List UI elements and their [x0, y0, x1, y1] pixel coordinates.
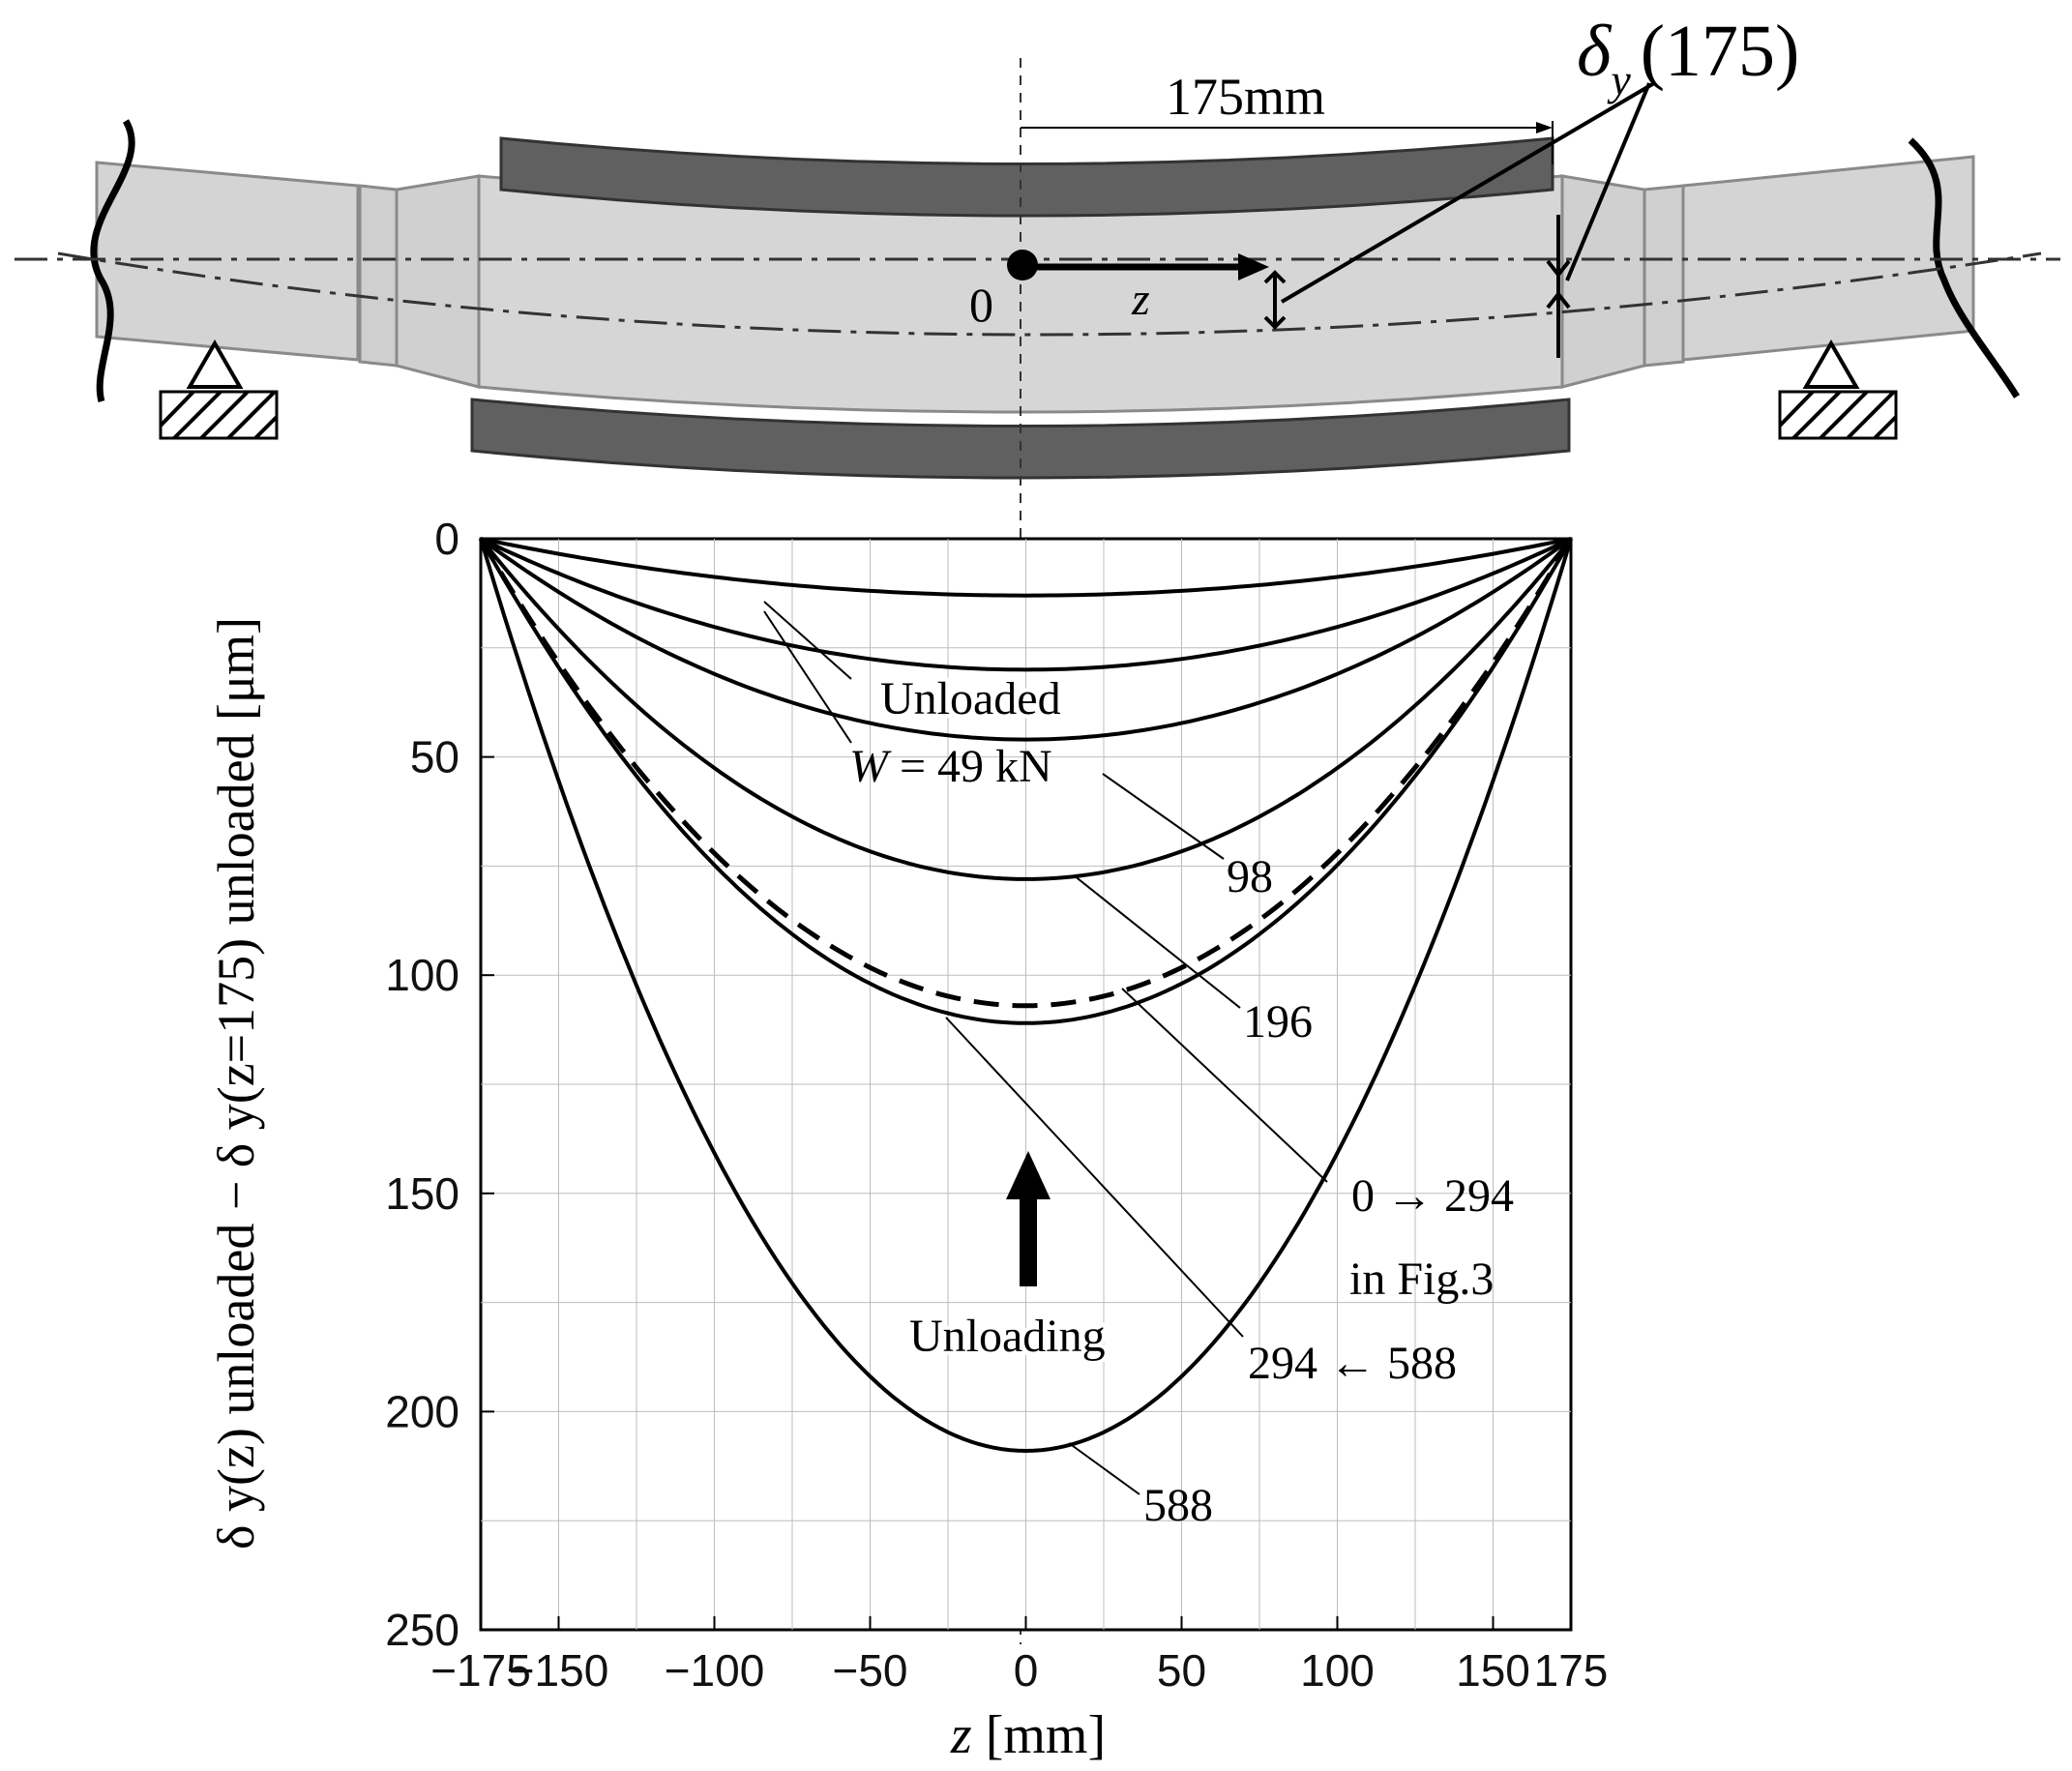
- series-line-7: [479, 538, 1573, 1454]
- x-tick-label: 50: [1157, 1645, 1206, 1696]
- x-axis-var: z: [950, 1705, 972, 1765]
- series-line-2: [480, 537, 1572, 672]
- x-tick-label: 175: [1534, 1645, 1609, 1696]
- y-tick-label: 200: [385, 1386, 459, 1436]
- w49-suffix: = 49 kN: [900, 741, 1052, 792]
- ticks: −175−150 −100 −50 0 50 100 150 1750501001502002…: [385, 514, 1608, 1696]
- y-tick-label: 250: [385, 1605, 459, 1655]
- annotation-unloaded: Unloaded: [880, 673, 1061, 724]
- y-tick-label: 100: [385, 950, 459, 1000]
- dim-arrowhead: [1536, 122, 1553, 133]
- leader-294588: [945, 1017, 1244, 1338]
- delta-leader-1: [1280, 81, 1656, 304]
- annotation-98: 98: [1227, 851, 1273, 902]
- curves: [478, 537, 1574, 1454]
- annotation-in-fig3: in Fig.3: [1349, 1254, 1494, 1305]
- leader-588: [1068, 1442, 1140, 1495]
- delta-leader-2: [1565, 82, 1651, 281]
- left-support: [159, 339, 279, 440]
- dim-label: 175mm: [1166, 68, 1325, 126]
- w49-prefix: W: [849, 741, 892, 792]
- origin-point: [1007, 250, 1038, 280]
- origin-label: 0: [969, 278, 993, 332]
- left-break-line: [90, 119, 135, 402]
- annotation-w49: W = 49 kN: [849, 741, 1052, 792]
- x-tick-label: 150: [1456, 1645, 1530, 1696]
- annotation-294-588: 294 ← 588: [1248, 1338, 1457, 1389]
- series-line-3: [479, 537, 1573, 742]
- leader-196: [1073, 874, 1241, 1009]
- grid: [481, 539, 1571, 1630]
- deflected-centerline: [57, 251, 2042, 337]
- leader-w49: [763, 610, 852, 744]
- left-taper: [395, 174, 481, 389]
- leader-98: [1102, 773, 1225, 860]
- x-tick-label: −100: [665, 1645, 765, 1696]
- x-tick-label: −175: [430, 1645, 531, 1696]
- left-shaft: [95, 161, 360, 362]
- shaft-schematic: 175mm 0 z δy (175): [15, 11, 2060, 1644]
- z-arrowhead: [1238, 253, 1269, 280]
- y-tick-label: 50: [410, 732, 459, 782]
- series-line-4: [479, 537, 1573, 881]
- right-collar: [1643, 184, 1685, 368]
- y-axis-label-text: δ y(z) unloaded − δ y(z=175) unloaded [μ…: [207, 617, 265, 1550]
- end-deflection-marker: [1546, 215, 1571, 358]
- x-tick-label: −50: [832, 1645, 907, 1696]
- x-tick-label: 0: [1014, 1645, 1039, 1696]
- series-line-6: [479, 538, 1573, 1025]
- lower-roller: [470, 398, 1571, 480]
- x-axis-label: z [mm]: [950, 1705, 1106, 1765]
- unloading-arrowhead: [1006, 1151, 1051, 1199]
- y-tick-label: 0: [434, 514, 459, 564]
- series-line-5: [478, 537, 1574, 1009]
- local-deflection-marker: [1263, 270, 1287, 330]
- x-tick-label: 100: [1300, 1645, 1375, 1696]
- delta-argument: (175): [1641, 11, 1800, 92]
- deflection-chart: −175−150 −100 −50 0 50 100 150 1750501001502002…: [207, 514, 1608, 1765]
- annotation-588: 588: [1143, 1480, 1213, 1531]
- delta-subscript: y: [1607, 55, 1631, 104]
- series-line-1: [480, 537, 1572, 598]
- annotation-0-294: 0 → 294: [1351, 1170, 1514, 1222]
- z-axis-label: z: [1131, 274, 1150, 325]
- delta-label: δy (175): [1577, 11, 1799, 104]
- right-support: [1778, 339, 1898, 440]
- annotation-leaders: [763, 601, 1328, 1495]
- y-tick-label: 150: [385, 1168, 459, 1219]
- x-tick-label: −150: [509, 1645, 609, 1696]
- right-break-line: [1908, 137, 2020, 398]
- delta-symbol: δ: [1577, 11, 1613, 92]
- upper-roller: [499, 136, 1554, 218]
- left-collar: [358, 184, 399, 368]
- leader-0294: [1121, 988, 1328, 1183]
- annotation-196: 196: [1243, 996, 1313, 1048]
- right-taper: [1560, 174, 1646, 389]
- leader-unloaded: [763, 601, 852, 680]
- x-axis-unit: [mm]: [986, 1705, 1106, 1765]
- y-axis-label: δ y(z) unloaded − δ y(z=175) unloaded [μ…: [207, 617, 265, 1550]
- annotation-unloading: Unloading: [909, 1311, 1106, 1362]
